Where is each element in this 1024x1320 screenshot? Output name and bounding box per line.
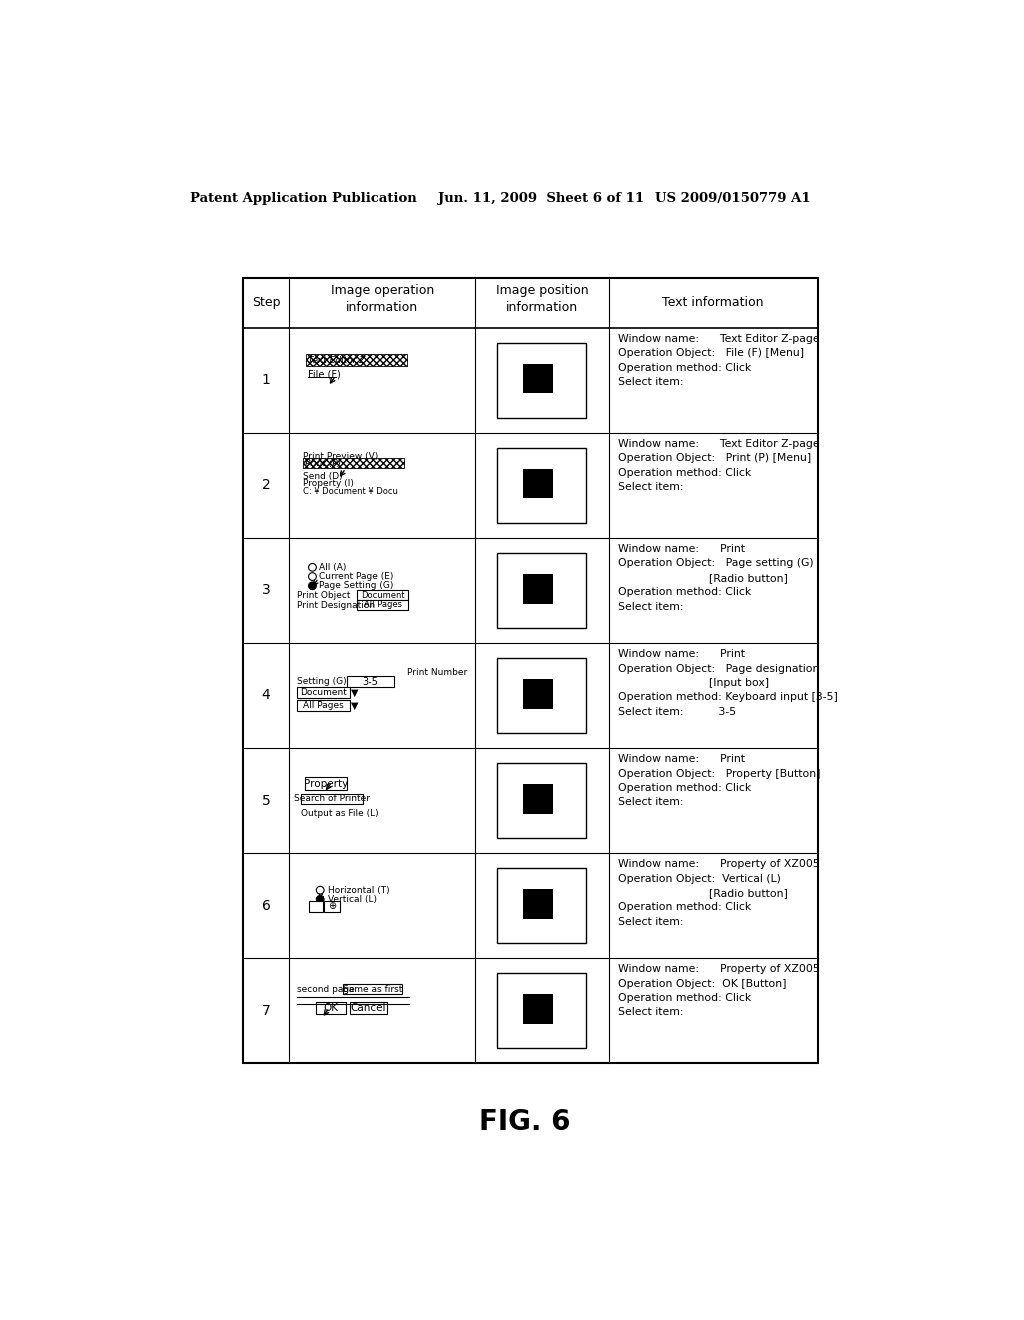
Bar	[343, 983, 401, 994]
Text: Window name:      Print
Operation Object:   Property [Button]
Operation method: : Window name: Print Operation Object: Pro…	[617, 754, 820, 808]
Bar	[324, 902, 340, 912]
Text: Window name:      Print
Operation Object:   Page setting (G)
                   : Window name: Print Operation Object: Pag…	[617, 544, 813, 611]
Text: Setting (G): Setting (G)	[297, 677, 346, 686]
Text: File (F): File (F)	[308, 370, 341, 379]
Text: 3-5: 3-5	[362, 677, 379, 686]
Bar	[297, 686, 349, 698]
Bar	[306, 354, 407, 367]
Text: Horizontal (T): Horizontal (T)	[328, 886, 389, 895]
Bar	[498, 447, 587, 523]
Bar	[308, 902, 323, 912]
Bar	[523, 574, 553, 603]
Circle shape	[308, 564, 316, 572]
Bar	[498, 973, 587, 1048]
Text: ▼: ▼	[351, 701, 358, 710]
Bar	[305, 777, 347, 789]
Text: All Pages: All Pages	[303, 701, 344, 710]
Bar	[523, 680, 553, 709]
Text: Print Object: Print Object	[297, 591, 350, 601]
Text: 7: 7	[261, 1003, 270, 1018]
Text: Same as first: Same as first	[343, 985, 402, 994]
Text: Document: Document	[300, 688, 347, 697]
Bar	[498, 657, 587, 734]
Text: Window name:      Print
Operation Object:   Page designation
                   : Window name: Print Operation Object: Pag…	[617, 649, 838, 717]
Text: Current Page (E): Current Page (E)	[319, 572, 394, 581]
Bar	[303, 458, 403, 469]
Text: 6: 6	[261, 899, 270, 912]
Text: Text information: Text information	[663, 296, 764, 309]
Text: Window name:      Property of XZ005
Operation Object:  OK [Button]
Operation met: Window name: Property of XZ005 Operation…	[617, 964, 819, 1018]
Bar	[523, 364, 553, 393]
Text: Step: Step	[252, 296, 281, 309]
Text: Window name:      Property of XZ005
Operation Object:  Vertical (L)
            : Window name: Property of XZ005 Operation…	[617, 859, 819, 927]
Bar	[498, 342, 587, 418]
Text: 3: 3	[261, 583, 270, 598]
Text: All Pages: All Pages	[364, 601, 401, 609]
Bar	[523, 469, 553, 499]
Text: Print (P): Print (P)	[305, 458, 341, 467]
Text: Send (D): Send (D)	[303, 471, 343, 480]
Text: ⊕: ⊕	[328, 902, 336, 911]
Text: US 2009/0150779 A1: US 2009/0150779 A1	[655, 191, 811, 205]
Bar	[498, 763, 587, 838]
Circle shape	[316, 895, 324, 903]
Text: Jun. 11, 2009  Sheet 6 of 11: Jun. 11, 2009 Sheet 6 of 11	[438, 191, 644, 205]
Bar	[523, 784, 553, 813]
Text: All (A): All (A)	[319, 562, 347, 572]
Text: Search of Printer: Search of Printer	[294, 795, 370, 804]
Text: 2: 2	[261, 478, 270, 492]
Text: Print Number: Print Number	[408, 668, 467, 677]
Text: Print Preview (V): Print Preview (V)	[303, 451, 379, 461]
Bar	[357, 590, 408, 601]
Circle shape	[316, 886, 324, 894]
Bar	[357, 599, 408, 610]
Text: Property: Property	[304, 779, 348, 788]
Bar	[498, 553, 587, 628]
Bar	[301, 793, 362, 804]
Text: Window name:      Text Editor Z-page
Operation Object:   File (F) [Menu]
Operati: Window name: Text Editor Z-page Operatio…	[617, 334, 819, 387]
Bar	[347, 676, 394, 686]
Circle shape	[308, 573, 316, 581]
Text: C: ¥ Document ¥ Docu: C: ¥ Document ¥ Docu	[303, 487, 398, 496]
Bar	[349, 1002, 387, 1015]
Bar	[523, 994, 553, 1024]
Text: FIG. 6: FIG. 6	[479, 1109, 570, 1137]
Text: Cancel: Cancel	[350, 1003, 386, 1014]
Bar	[316, 1002, 346, 1015]
Text: Window name:      Text Editor Z-page
Operation Object:   Print (P) [Menu]
Operat: Window name: Text Editor Z-page Operatio…	[617, 440, 819, 492]
Text: Image operation
information: Image operation information	[331, 284, 434, 314]
Bar	[523, 890, 553, 919]
Text: Page Setting (G): Page Setting (G)	[319, 581, 394, 590]
Text: ▼: ▼	[351, 688, 358, 697]
Text: Property (I): Property (I)	[303, 479, 354, 488]
Bar	[498, 867, 587, 944]
Text: 5: 5	[261, 793, 270, 808]
Text: Document: Document	[360, 591, 404, 599]
Text: Vertical (L): Vertical (L)	[328, 895, 377, 904]
Bar	[243, 277, 818, 1063]
Bar	[297, 700, 349, 711]
Text: Patent Application Publication: Patent Application Publication	[190, 191, 417, 205]
Text: second page: second page	[297, 985, 354, 994]
Text: OK: OK	[324, 1003, 339, 1014]
Circle shape	[308, 582, 316, 590]
Text: 1: 1	[261, 374, 270, 387]
Text: 4: 4	[261, 689, 270, 702]
Text: Print Designation: Print Designation	[297, 601, 375, 610]
Text: Image position
information: Image position information	[496, 284, 588, 314]
Text: Output as File (L): Output as File (L)	[301, 809, 379, 818]
Text: Text Editor Z: Text Editor Z	[308, 356, 366, 364]
